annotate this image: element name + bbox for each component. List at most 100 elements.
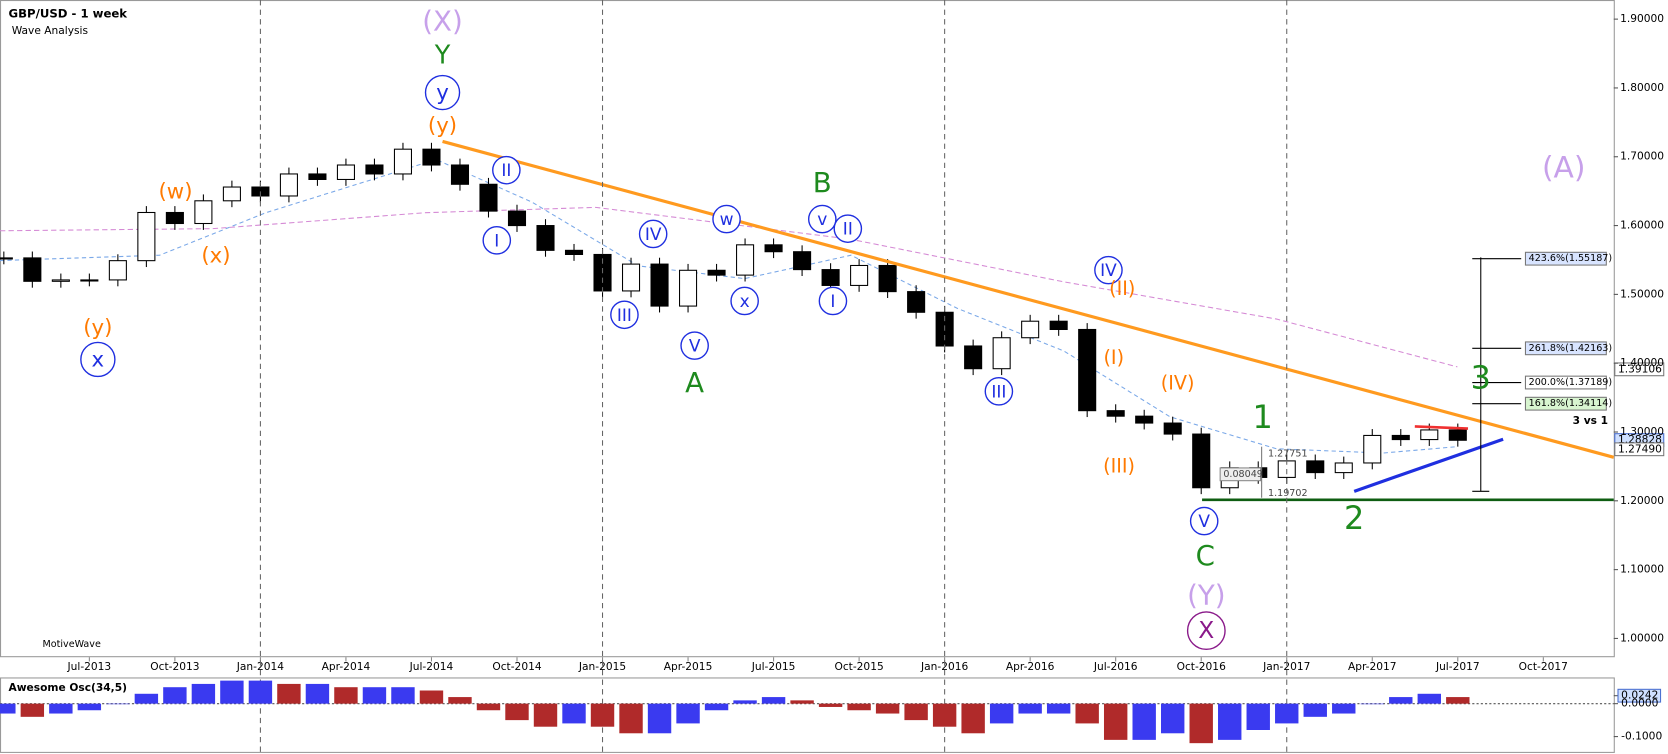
measure-label: 1.19702 bbox=[1268, 488, 1308, 499]
osc-bar bbox=[1446, 697, 1470, 704]
x-tick-label: Oct-2016 bbox=[1177, 660, 1226, 673]
y-tick-label: 1.10000 bbox=[1620, 563, 1664, 576]
osc-bar bbox=[305, 683, 330, 704]
y-tick-label: 1.50000 bbox=[1620, 287, 1664, 300]
wave-label: 3 bbox=[1471, 359, 1491, 397]
fib-box bbox=[1524, 341, 1607, 356]
osc-bar bbox=[77, 703, 102, 711]
osc-bar bbox=[647, 703, 672, 734]
x-tick-label: Apr-2015 bbox=[664, 660, 713, 673]
osc-bar bbox=[1132, 703, 1156, 740]
candle bbox=[736, 244, 755, 276]
wave-label: IV bbox=[645, 225, 662, 245]
candle bbox=[793, 251, 812, 271]
candle bbox=[707, 269, 726, 276]
candle bbox=[821, 269, 840, 286]
candle bbox=[51, 279, 70, 282]
candle bbox=[1334, 462, 1353, 474]
candle bbox=[850, 264, 869, 286]
candle bbox=[507, 210, 527, 227]
wave-circle bbox=[1189, 506, 1219, 536]
osc-bar bbox=[676, 703, 700, 724]
wave-label: V bbox=[1198, 512, 1210, 532]
wave-label: II bbox=[843, 220, 853, 240]
wave-label: V bbox=[689, 337, 701, 357]
candle bbox=[137, 211, 156, 262]
osc-tag-bg bbox=[1617, 688, 1662, 703]
x-tick-label: Jul-2013 bbox=[67, 660, 112, 673]
candle bbox=[479, 183, 498, 212]
wave-label: III bbox=[991, 382, 1006, 402]
x-tick-label: Oct-2015 bbox=[834, 660, 883, 673]
y-tick-label: 1.80000 bbox=[1620, 81, 1664, 94]
blue-trendline bbox=[1353, 437, 1504, 493]
osc-bar bbox=[1075, 703, 1099, 724]
wave-circle bbox=[482, 226, 512, 255]
osc-bar bbox=[562, 703, 586, 724]
candle bbox=[108, 260, 127, 281]
osc-bar bbox=[875, 703, 900, 714]
candle bbox=[450, 164, 470, 185]
osc-bar bbox=[1018, 703, 1042, 714]
x-tick-label: Jul-2017 bbox=[1435, 660, 1480, 673]
x-tick-label: Oct-2017 bbox=[1519, 660, 1568, 673]
measure-label: 1.27751 bbox=[1268, 449, 1308, 460]
wave-label: y bbox=[436, 81, 449, 106]
x-tick-label: Oct-2013 bbox=[150, 660, 199, 673]
wave-label: (y) bbox=[83, 316, 112, 341]
wave-circle bbox=[424, 74, 461, 111]
y-tick-label: 1.70000 bbox=[1620, 150, 1664, 163]
candle bbox=[1391, 434, 1410, 441]
wave-label: 2 bbox=[1344, 499, 1364, 537]
osc-bar bbox=[277, 683, 301, 704]
osc-bar bbox=[533, 703, 558, 727]
candle bbox=[80, 279, 99, 282]
fib-box bbox=[1524, 251, 1607, 266]
osc-bar bbox=[134, 693, 159, 704]
fib-label: 200.0%(1.37189) bbox=[1529, 377, 1612, 388]
osc-bar bbox=[1417, 693, 1441, 704]
osc-bar bbox=[476, 703, 501, 711]
wave-circle bbox=[638, 219, 668, 249]
wave-label: X bbox=[1198, 616, 1214, 644]
candle bbox=[222, 186, 241, 202]
candle bbox=[393, 148, 413, 175]
wave-label: II bbox=[501, 161, 511, 181]
wave-circle bbox=[610, 300, 639, 330]
osc-bar bbox=[961, 703, 985, 734]
osc-bar bbox=[733, 700, 757, 704]
candle bbox=[279, 173, 298, 197]
osc-frame bbox=[0, 677, 1615, 753]
chart-subtitle: Wave Analysis bbox=[12, 24, 89, 37]
candle bbox=[964, 345, 983, 370]
measure-box bbox=[1219, 467, 1262, 482]
osc-bar bbox=[619, 703, 643, 734]
wave-label: IV bbox=[1100, 261, 1117, 281]
chart-title: GBP/USD - 1 week bbox=[9, 6, 128, 20]
candle bbox=[1049, 320, 1068, 331]
osc-bar bbox=[704, 703, 729, 711]
wave-circle bbox=[807, 204, 837, 234]
candle bbox=[0, 257, 13, 260]
osc-bar bbox=[590, 703, 615, 727]
wave-label: I bbox=[830, 292, 835, 312]
wave-label: A bbox=[685, 366, 704, 399]
osc-bar bbox=[1189, 703, 1213, 744]
wave-circle bbox=[818, 286, 848, 316]
wave-label: (w) bbox=[159, 179, 193, 204]
wave-label: (A) bbox=[1542, 151, 1586, 186]
candle bbox=[536, 225, 555, 251]
wave-circle bbox=[80, 341, 116, 378]
x-tick-label: Apr-2014 bbox=[322, 660, 371, 673]
wave-label: (X) bbox=[422, 4, 463, 37]
candle bbox=[1106, 410, 1125, 417]
osc-bar bbox=[334, 687, 358, 704]
osc-tick-label: 0.0000 bbox=[1621, 697, 1658, 710]
candle bbox=[992, 337, 1011, 370]
osc-bar bbox=[1046, 703, 1071, 714]
candle bbox=[194, 200, 213, 225]
y-tick-label: 1.20000 bbox=[1620, 494, 1664, 507]
price-tag-bg bbox=[1614, 362, 1665, 377]
wave-label: III bbox=[617, 306, 632, 326]
